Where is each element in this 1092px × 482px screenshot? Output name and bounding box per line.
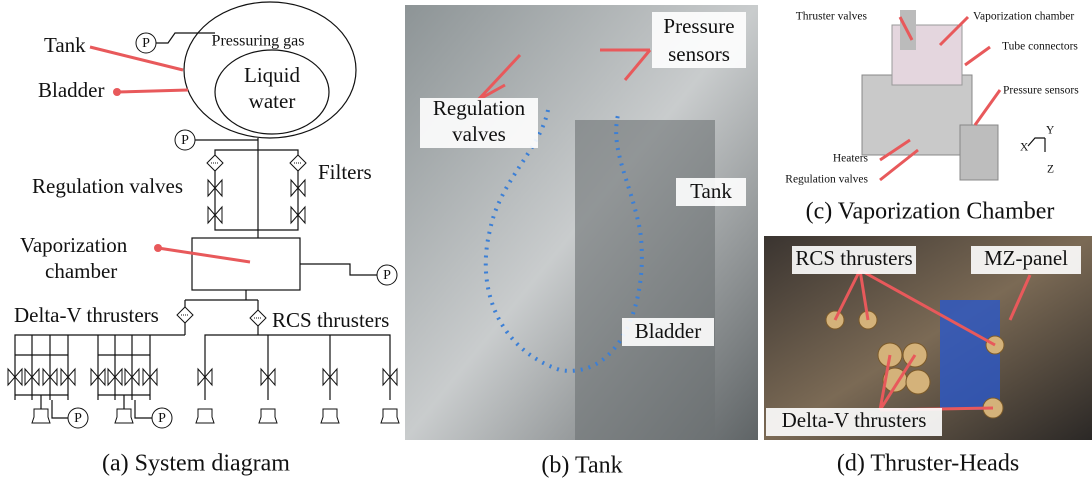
label: valves <box>452 122 506 146</box>
label: Delta-V thrusters <box>14 303 159 327</box>
label: Pressure <box>663 14 734 38</box>
label: Tube connectors <box>1002 41 1078 53</box>
thruster <box>321 409 339 423</box>
tank-photo: Regulation valves Pressure sensors Tank … <box>405 5 758 479</box>
label: RCS thrusters <box>272 308 389 332</box>
label: Tank <box>44 33 86 57</box>
label: Liquid <box>244 63 300 87</box>
label: Vaporization <box>20 233 128 257</box>
thruster <box>196 409 214 423</box>
label: Thruster valves <box>796 11 868 23</box>
pressure-label: P <box>142 36 150 51</box>
label: Filters <box>318 160 372 184</box>
caption: (d) Thruster-Heads <box>837 451 1019 477</box>
vaporization-chamber-render: Thruster valves Vaporization chamber Tub… <box>785 10 1079 225</box>
label: RCS thrusters <box>795 246 912 270</box>
label: Regulation <box>433 96 526 120</box>
pressure-label: P <box>181 133 189 148</box>
caption: (c) Vaporization Chamber <box>806 199 1055 225</box>
figure: P P P P P Tank Bladder Pressuring gas Liquid… <box>0 0 1092 482</box>
label: Y <box>1046 125 1055 137</box>
thruster <box>32 409 50 423</box>
thruster <box>381 409 399 423</box>
label: Z <box>1047 164 1054 176</box>
thruster-heads-photo: RCS thrusters MZ-panel Delta-V thrusters… <box>764 236 1092 477</box>
label: water <box>249 89 296 113</box>
thruster <box>115 409 133 423</box>
label: Delta-V thrusters <box>782 408 927 432</box>
label: sensors <box>668 42 730 66</box>
label: Pressure sensors <box>1003 85 1079 97</box>
label: Regulation valves <box>785 174 868 186</box>
label: chamber <box>45 259 117 283</box>
label: Bladder <box>38 78 104 102</box>
label: MZ-panel <box>984 246 1068 270</box>
pressure-label: P <box>158 411 166 426</box>
label: Vaporization chamber <box>973 11 1074 23</box>
system-diagram: P P P P P Tank Bladder Pressuring gas Liquid… <box>8 2 399 477</box>
pressure-label: P <box>74 411 82 426</box>
label: Heaters <box>833 153 869 165</box>
caption: (b) Tank <box>541 453 622 479</box>
label: Pressuring gas <box>212 33 305 50</box>
label: X <box>1020 142 1029 154</box>
caption: (a) System diagram <box>102 451 290 477</box>
label: Regulation valves <box>32 174 183 198</box>
label: Tank <box>690 179 732 203</box>
pressure-label: P <box>383 268 391 283</box>
thruster <box>259 409 277 423</box>
label: Bladder <box>635 319 701 343</box>
